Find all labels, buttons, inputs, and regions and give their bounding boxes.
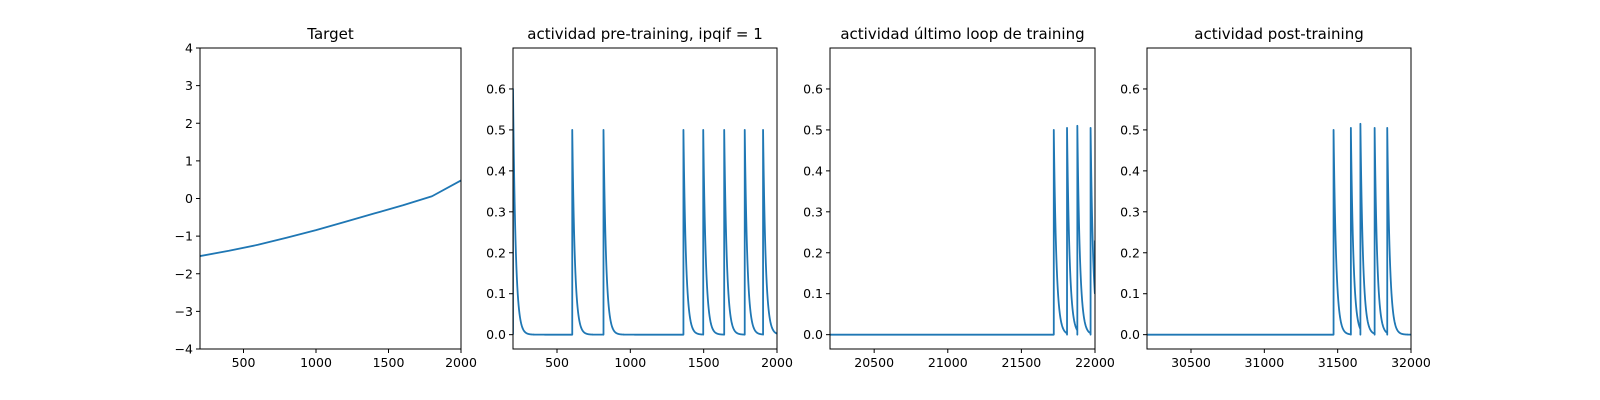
series-line — [200, 179, 461, 257]
y-tick-label: 0.2 — [803, 245, 823, 260]
axes-frame — [1146, 47, 1412, 350]
x-tick-label: 31500 — [1318, 355, 1358, 370]
y-tick-label: 3 — [185, 78, 193, 93]
x-tick-label: 20500 — [854, 355, 894, 370]
x-tick-label: 1000 — [300, 355, 332, 370]
subplot-3: actividad último loop de training 20500 21… — [803, 25, 1115, 370]
y-tick-label: 0.0 — [803, 327, 823, 342]
series-line — [1147, 122, 1411, 336]
y-tick-label: 0.2 — [486, 245, 506, 260]
x-tick-label: 30500 — [1171, 355, 1211, 370]
x-tick-label: 32000 — [1391, 355, 1431, 370]
y-tick-label: 4 — [185, 41, 193, 56]
x-tick-label: 22000 — [1075, 355, 1115, 370]
y-tick-label: −1 — [175, 229, 193, 244]
subplot-2: actividad pre-training, ipqif = 1 500 1000… — [486, 25, 793, 370]
axes-frame — [199, 47, 462, 350]
y-tick-label: −2 — [175, 266, 193, 281]
y-tick-label: 2 — [185, 116, 193, 131]
y-tick-label: 0.3 — [803, 204, 823, 219]
y-tick-label: −3 — [175, 304, 193, 319]
x-tick-label: 21500 — [1002, 355, 1042, 370]
y-tick-label: 0.4 — [486, 163, 506, 178]
subplot-1: Target 500 1000 1500 2000 −4 −3 −2 −1 0 1 2 3 4 — [175, 25, 477, 370]
x-tick-label: 2000 — [761, 355, 793, 370]
y-tick-label: 0.0 — [486, 327, 506, 342]
y-tick-label: 0.1 — [1120, 286, 1140, 301]
y-tick-label: 0.6 — [1120, 81, 1140, 96]
y-tick-label: 0 — [185, 191, 193, 206]
y-tick-label: 0.5 — [1120, 122, 1140, 137]
y-tick-label: 0.6 — [486, 81, 506, 96]
axes-frame — [512, 47, 778, 350]
y-tick-label: 0.4 — [803, 163, 823, 178]
y-tick-label: 0.5 — [486, 122, 506, 137]
x-tick-label: 1500 — [688, 355, 720, 370]
y-tick-label: 0.3 — [1120, 204, 1140, 219]
y-tick-label: 0.5 — [803, 122, 823, 137]
y-tick-label: 0.4 — [1120, 163, 1140, 178]
x-tick-label: 500 — [232, 355, 256, 370]
axes-frame — [829, 47, 1096, 350]
x-tick-label: 500 — [545, 355, 569, 370]
x-tick-label: 2000 — [445, 355, 477, 370]
subplot-title: actividad post-training — [1194, 25, 1363, 43]
x-tick-label: 21000 — [928, 355, 968, 370]
x-tick-label: 1000 — [614, 355, 646, 370]
y-tick-label: 1 — [185, 153, 193, 168]
subplot-4: actividad post-training 30500 31000 31500 32… — [1120, 25, 1431, 370]
y-tick-label: 0.3 — [486, 204, 506, 219]
series-line — [513, 88, 777, 336]
y-tick-label: 0.0 — [1120, 327, 1140, 342]
y-tick-label: 0.1 — [803, 286, 823, 301]
y-tick-label: 0.1 — [486, 286, 506, 301]
subplot-title: Target — [306, 25, 354, 43]
y-tick-label: −4 — [175, 342, 193, 357]
x-tick-label: 1500 — [373, 355, 405, 370]
x-tick-label: 31000 — [1244, 355, 1284, 370]
subplot-title: actividad pre-training, ipqif = 1 — [527, 25, 763, 43]
y-tick-label: 0.2 — [1120, 245, 1140, 260]
series-line — [830, 124, 1095, 336]
y-tick-label: 0.6 — [803, 81, 823, 96]
subplot-title: actividad último loop de training — [840, 25, 1084, 43]
